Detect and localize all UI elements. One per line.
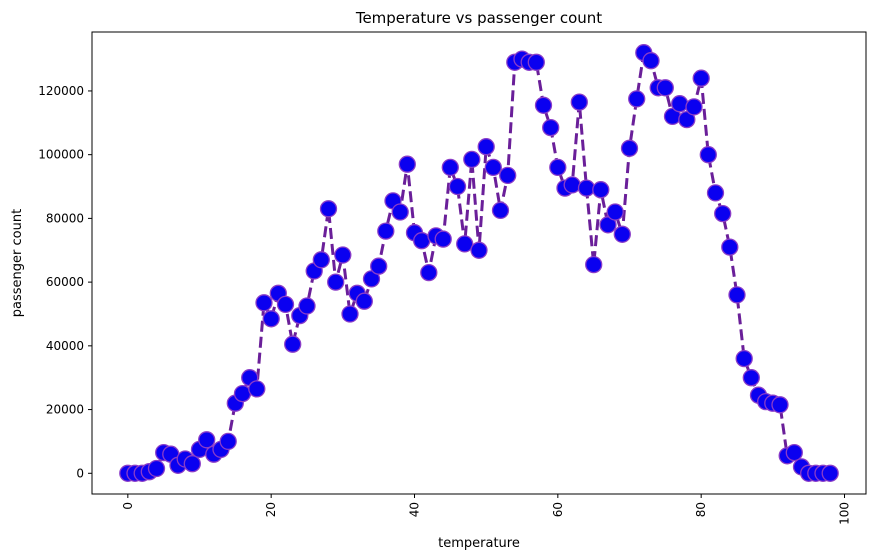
data-point — [312, 251, 330, 269]
data-point — [728, 286, 746, 304]
data-point — [742, 369, 760, 387]
data-point — [341, 305, 359, 323]
data-point — [534, 96, 553, 114]
data-point — [463, 150, 481, 169]
data-point — [456, 235, 474, 253]
x-tick-label: 100 — [838, 502, 852, 525]
plot-area — [119, 44, 839, 482]
data-point — [699, 146, 717, 164]
x-tick-label: 80 — [694, 502, 708, 517]
data-point — [334, 246, 352, 264]
data-point — [656, 79, 674, 97]
data-point — [377, 222, 395, 240]
data-point — [721, 238, 739, 256]
data-point — [262, 310, 280, 328]
data-point — [398, 155, 416, 173]
data-point — [255, 294, 273, 312]
data-point — [585, 255, 603, 274]
data-point — [599, 216, 617, 234]
data-point — [370, 257, 388, 275]
plot-frame — [91, 31, 867, 495]
y-tick-label: 100000 — [38, 148, 84, 162]
data-point — [183, 455, 201, 473]
data-point — [319, 200, 338, 218]
data-point — [219, 432, 237, 451]
data-point — [298, 297, 316, 315]
y-tick-label: 0 — [76, 466, 84, 480]
data-point — [620, 139, 639, 157]
data-point — [549, 158, 567, 177]
chart-title: Temperature vs passenger count — [355, 9, 602, 27]
data-point — [714, 204, 732, 223]
y-tick-label: 80000 — [46, 211, 84, 225]
data-point — [391, 203, 409, 221]
data-point — [735, 349, 753, 368]
data-point — [563, 176, 581, 194]
data-point — [147, 459, 166, 478]
data-point — [785, 443, 803, 462]
data-point — [628, 90, 646, 108]
y-tick-label: 60000 — [46, 275, 84, 289]
data-point — [276, 295, 295, 314]
data-point — [434, 230, 452, 248]
data-point — [491, 201, 510, 220]
y-tick-label: 120000 — [38, 84, 84, 98]
x-tick-label: 20 — [264, 502, 278, 517]
data-point — [248, 380, 266, 398]
data-point — [477, 138, 495, 156]
data-point — [284, 335, 302, 353]
data-point — [606, 203, 624, 221]
data-point — [592, 181, 610, 199]
data-point — [327, 273, 345, 291]
data-point — [613, 225, 631, 243]
y-tick-label: 20000 — [46, 403, 84, 417]
x-axis-label: temperature — [438, 536, 520, 551]
data-point — [821, 464, 839, 482]
y-tick-label: 40000 — [46, 339, 84, 353]
data-point — [527, 53, 545, 71]
data-point — [542, 118, 560, 137]
data-point — [570, 93, 588, 111]
data-point — [233, 384, 252, 403]
data-point — [771, 396, 789, 414]
x-tick-label: 0 — [121, 502, 135, 510]
data-point — [577, 179, 596, 197]
x-tick-label: 60 — [551, 502, 565, 517]
data-point — [692, 69, 710, 87]
y-axis-label: passenger count — [10, 209, 25, 317]
data-point — [441, 158, 459, 177]
data-point — [198, 431, 216, 449]
data-point — [413, 232, 431, 250]
data-point — [484, 158, 502, 177]
x-tick-label: 40 — [408, 502, 422, 517]
y-axis: 0 20000 40000 60000 80000 100000 120000 — [38, 84, 92, 480]
data-point — [706, 184, 725, 202]
data-point — [448, 177, 467, 196]
data-point — [470, 241, 488, 259]
data-point — [685, 98, 703, 116]
data-point — [420, 263, 438, 282]
x-axis: 0 20 40 60 80 100 — [121, 494, 852, 525]
data-point — [642, 52, 660, 70]
data-point — [499, 166, 517, 185]
data-point — [355, 292, 373, 310]
data-point — [671, 95, 689, 113]
